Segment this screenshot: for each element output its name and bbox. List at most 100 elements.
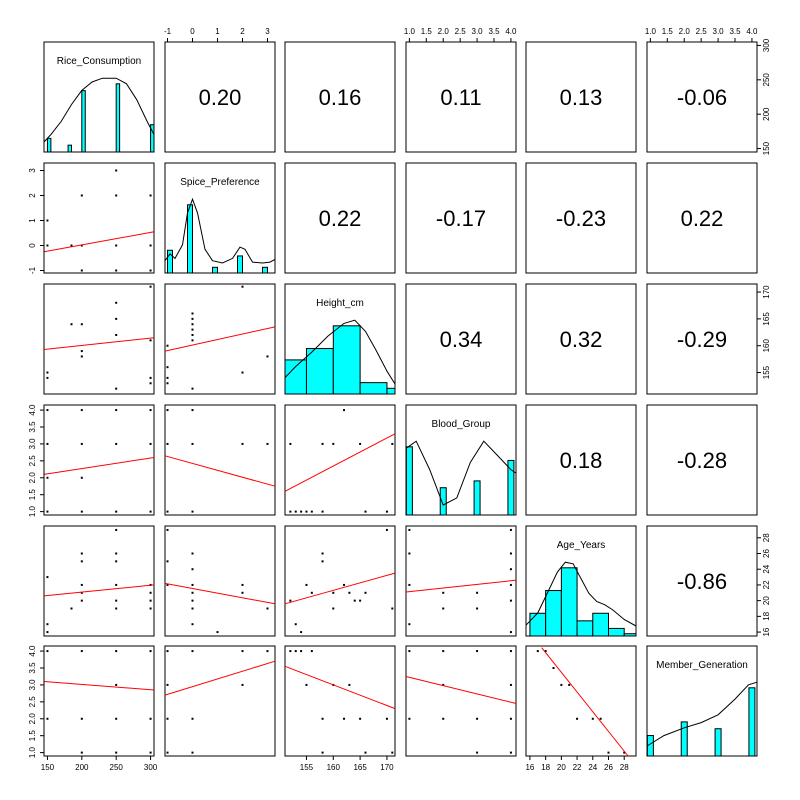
panel-frame-5-1	[164, 645, 276, 757]
panel-frame-5-0	[43, 645, 155, 757]
regression-line-5-1	[164, 660, 276, 696]
scatter-point-4-3-4	[442, 591, 445, 594]
scatter-point-4-0-5	[80, 560, 83, 563]
panel-frame-4-3	[405, 525, 517, 637]
scatter-point-3-2-9	[359, 442, 362, 445]
scatter-point-4-2-1	[294, 623, 297, 626]
panel-frame-0-2	[284, 41, 396, 153]
scatter-point-3-2-4	[310, 510, 313, 513]
scatter-point-2-0-10	[149, 285, 152, 288]
left-tick-label-3-6: 4.0	[28, 404, 37, 416]
scatter-point-5-2-10	[359, 717, 362, 720]
scatter-point-5-0-4	[80, 751, 83, 754]
scatter-point-5-3-6	[476, 717, 479, 720]
right-tick-label-4-3: 22	[762, 580, 771, 589]
scatter-point-4-3-7	[476, 607, 479, 610]
scatter-point-1-0-3	[80, 269, 83, 272]
scatter-point-4-2-8	[332, 591, 335, 594]
top-tick-label-5-6: 4.0	[746, 27, 758, 36]
panel-frame-2-3	[405, 283, 517, 395]
panel-frame-4-0	[43, 525, 155, 637]
panel-frame-4-1	[164, 525, 276, 637]
scatter-point-3-2-13	[391, 442, 394, 445]
scatter-point-1-0-1	[46, 244, 49, 247]
scatter-point-4-1-9	[191, 623, 194, 626]
scatter-point-4-3-8	[509, 528, 512, 531]
left-tick-label-5-3: 2.5	[28, 696, 37, 708]
scatter-point-3-2-12	[385, 510, 388, 513]
scatter-point-5-4-1	[560, 683, 563, 686]
top-tick-label-1-4: 3	[265, 27, 270, 36]
scatter-point-4-0-10	[115, 552, 118, 555]
scatter-point-5-3-8	[509, 650, 512, 653]
scatter-point-4-1-1	[166, 560, 169, 563]
scatter-point-5-4-3	[576, 717, 579, 720]
scatter-point-4-1-7	[191, 599, 194, 602]
variable-label-3: Blood_Group	[432, 419, 491, 430]
scatter-point-4-1-12	[266, 607, 269, 610]
correlation-label-0-5: -0.06	[677, 85, 727, 110]
scatter-point-4-0-0	[46, 576, 49, 579]
histogram-bar-5-3	[748, 687, 756, 757]
scatter-point-5-1-1	[166, 683, 169, 686]
correlation-label-1-4: -0.23	[556, 206, 606, 231]
scatter-point-4-2-6	[321, 560, 324, 563]
scatter-point-5-1-2	[166, 717, 169, 720]
scatter-point-4-0-18	[149, 607, 152, 610]
left-tick-label-5-4: 3.0	[28, 679, 37, 691]
histogram-bar-4-3	[576, 620, 594, 637]
regression-line-2-1	[164, 326, 276, 352]
scatter-point-5-0-0	[46, 650, 49, 653]
histogram-bar-2-0	[284, 359, 307, 395]
left-tick-label-1-2: 1	[28, 218, 37, 223]
scatter-point-4-3-9	[509, 552, 512, 555]
scatter-point-2-0-11	[149, 339, 152, 342]
regression-line-3-0	[43, 457, 155, 475]
histogram-bar-0-4	[150, 124, 155, 153]
right-tick-label-0-3: 300	[762, 38, 771, 52]
scatter-point-2-1-11	[241, 371, 244, 374]
left-tick-label-5-6: 4.0	[28, 645, 37, 657]
scatter-point-5-2-12	[385, 717, 388, 720]
scatter-point-2-1-6	[166, 344, 169, 347]
density-curve-3	[405, 440, 517, 506]
scatter-point-4-2-3	[305, 583, 308, 586]
scatter-point-4-3-2	[408, 583, 411, 586]
scatter-point-4-2-10	[348, 591, 351, 594]
histogram-bar-4-0	[529, 612, 547, 637]
histogram-bar-1-2	[212, 266, 218, 274]
scatter-point-3-2-0	[289, 510, 292, 513]
bottom-tick-label-0-0: 150	[41, 763, 55, 772]
regression-line-5-4	[541, 647, 629, 757]
scatter-point-5-0-11	[149, 751, 152, 754]
scatter-point-2-0-9	[115, 387, 118, 390]
top-tick-label-1-0: -1	[164, 27, 172, 36]
scatter-point-5-3-1	[408, 717, 411, 720]
top-tick-label-5-3: 2.5	[696, 27, 708, 36]
scatter-point-3-1-6	[241, 442, 244, 445]
scatter-point-2-1-0	[191, 312, 194, 315]
scatter-point-5-4-9	[552, 667, 555, 669]
variable-label-0: Rice_Consumption	[57, 56, 142, 67]
histogram-bar-4-6	[623, 633, 637, 637]
bottom-tick-label-0-3: 300	[144, 763, 158, 772]
scatter-point-3-2-10	[343, 409, 346, 412]
histogram-bar-5-2	[714, 728, 722, 757]
panel-frame-2-4	[525, 283, 637, 395]
scatter-point-2-1-9	[166, 382, 169, 385]
scatter-point-4-3-11	[509, 583, 512, 586]
scatter-point-2-1-2	[191, 323, 194, 326]
scatter-point-3-2-5	[321, 510, 324, 513]
correlation-label-0-1: 0.20	[199, 85, 242, 110]
scatter-point-5-1-8	[241, 683, 244, 686]
scatter-point-2-1-3	[191, 328, 194, 331]
right-tick-label-2-0: 155	[762, 365, 771, 379]
scatter-point-5-2-6	[321, 751, 324, 754]
scatter-point-4-2-7	[332, 607, 335, 610]
panel-frame-2-1	[164, 283, 276, 395]
right-tick-label-4-4: 24	[762, 564, 771, 573]
left-tick-label-5-2: 2.0	[28, 713, 37, 725]
scatter-point-5-2-3	[305, 683, 308, 686]
scatter-point-3-2-7	[321, 442, 324, 445]
